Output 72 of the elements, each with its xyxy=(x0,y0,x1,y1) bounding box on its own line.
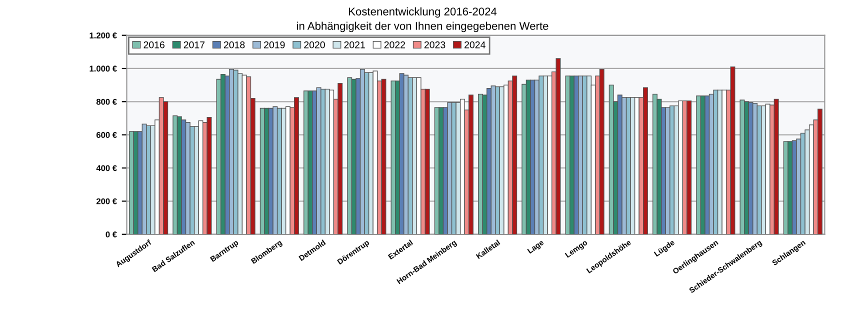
bar xyxy=(338,83,343,234)
chart-title: Kostenentwicklung 2016-2024 xyxy=(348,7,497,18)
bar xyxy=(281,108,286,234)
bar xyxy=(538,76,544,234)
bar xyxy=(381,78,386,234)
bar xyxy=(670,105,675,234)
bar xyxy=(364,72,370,234)
bar xyxy=(652,94,658,234)
bar xyxy=(642,87,648,234)
bar xyxy=(788,141,793,234)
bar xyxy=(190,126,195,234)
y-tick-label: 200 € xyxy=(96,198,117,204)
bar xyxy=(578,76,584,234)
bar xyxy=(272,106,278,234)
legend-label: 2017 xyxy=(184,41,205,48)
legend-label: 2022 xyxy=(384,41,406,48)
y-tick-label: 0 € xyxy=(106,232,117,238)
bar xyxy=(312,90,318,234)
bar xyxy=(713,90,718,234)
bar xyxy=(238,73,243,234)
legend-label: 2018 xyxy=(224,41,245,48)
y-tick-label: 1.000 € xyxy=(90,66,117,72)
bar xyxy=(304,90,308,234)
bar xyxy=(570,76,574,234)
y-tick-label: 400 € xyxy=(96,165,117,172)
bar xyxy=(478,94,483,234)
bar xyxy=(586,76,592,234)
bar xyxy=(686,100,692,234)
bar xyxy=(530,80,536,234)
bar xyxy=(438,107,444,234)
bar xyxy=(630,97,636,234)
bar xyxy=(622,97,627,234)
bar xyxy=(129,131,134,234)
bar xyxy=(774,98,779,234)
bar xyxy=(229,68,234,234)
bar xyxy=(206,117,212,234)
bar xyxy=(730,66,736,234)
legend-label: 2024 xyxy=(464,41,486,48)
bar xyxy=(512,76,518,234)
bar xyxy=(696,95,702,234)
y-tick-label: 600 € xyxy=(96,132,117,138)
bar xyxy=(704,95,710,234)
bar xyxy=(163,101,168,234)
bar xyxy=(761,105,766,234)
y-tick-label: 1.200 € xyxy=(90,32,117,38)
legend-label: 2019 xyxy=(264,41,285,48)
bar xyxy=(522,84,527,234)
bar xyxy=(264,108,270,234)
bar xyxy=(220,74,226,234)
bar xyxy=(404,74,409,234)
bar xyxy=(447,102,452,234)
bar xyxy=(424,88,430,234)
bar xyxy=(495,86,500,234)
chart-subtitle: in Abhängigkeit der von Ihnen eingegebenen Werte xyxy=(297,22,548,32)
bar xyxy=(817,108,822,234)
legend-label: 2016 xyxy=(144,41,164,48)
bar xyxy=(347,77,352,234)
legend-label: 2021 xyxy=(344,41,365,48)
bar xyxy=(740,100,745,234)
bar xyxy=(412,77,418,234)
bar xyxy=(752,102,758,234)
bar xyxy=(456,102,461,234)
bar xyxy=(246,76,252,234)
bar xyxy=(556,58,561,234)
bar xyxy=(146,125,152,234)
bar xyxy=(320,88,326,234)
y-tick-label: 800 € xyxy=(96,98,117,105)
legend-label: 2023 xyxy=(424,41,446,48)
bar xyxy=(599,68,604,234)
bar xyxy=(172,115,178,234)
legend-label: 2020 xyxy=(304,41,325,48)
bar xyxy=(181,120,186,234)
